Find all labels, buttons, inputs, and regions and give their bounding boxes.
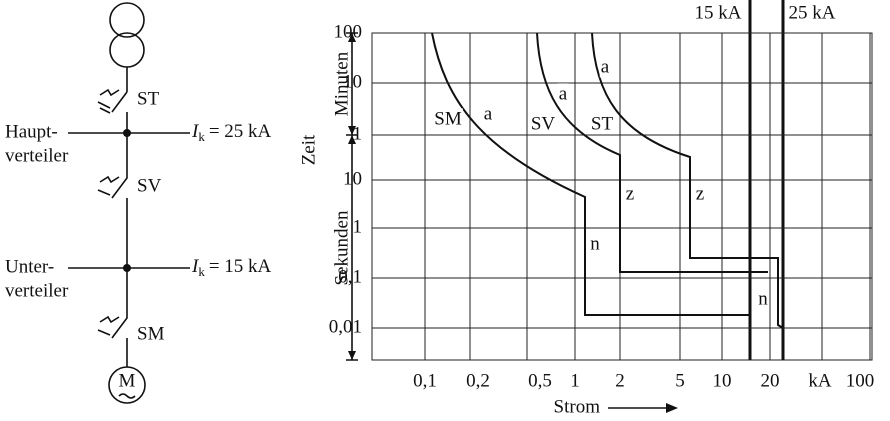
motor-label: M bbox=[119, 370, 136, 391]
y-tick-label: 0,1 bbox=[338, 266, 362, 287]
chart: Minuten Sekunden Zeit 15 kA 25 kA 100101… bbox=[298, 0, 874, 417]
x-title: Strom bbox=[554, 396, 601, 417]
label-background bbox=[482, 103, 494, 125]
x-tick-label: 0,2 bbox=[466, 370, 490, 391]
curve-sm bbox=[431, 32, 750, 316]
switch-label: SV bbox=[137, 175, 162, 196]
curve-label: n bbox=[590, 233, 600, 254]
y-tick-label: 10 bbox=[343, 168, 362, 189]
x-tick-label: 1 bbox=[570, 370, 580, 391]
limit-label: 25 kA bbox=[789, 2, 836, 23]
x-tick-label: 10 bbox=[713, 370, 732, 391]
x-tick-label: 0,1 bbox=[413, 370, 437, 391]
y-tick-label: 1 bbox=[353, 123, 363, 144]
busbar-name: Haupt- bbox=[5, 121, 58, 142]
label-background bbox=[599, 56, 611, 78]
x-tick-label: 0,5 bbox=[528, 370, 552, 391]
label-background bbox=[589, 113, 615, 135]
label-background bbox=[624, 183, 636, 205]
motor bbox=[108, 366, 146, 404]
trip-symbol bbox=[97, 88, 120, 114]
trip-symbol bbox=[97, 175, 120, 196]
curve-label: a bbox=[601, 56, 610, 77]
y-group: Minuten bbox=[331, 51, 352, 116]
busbar-name: verteiler bbox=[5, 280, 69, 301]
arrow-head bbox=[666, 403, 678, 413]
y-tick-label: 0,01 bbox=[329, 316, 362, 337]
switch-label: ST bbox=[137, 88, 160, 109]
busbar-name: Unter- bbox=[5, 256, 54, 277]
short-circuit-current: Ik = 25 kA bbox=[191, 121, 272, 144]
transformer bbox=[109, 32, 145, 68]
curve-label: z bbox=[696, 183, 704, 204]
y-tick-label: 10 bbox=[343, 71, 362, 92]
x-tick-label: 20 bbox=[761, 370, 780, 391]
label-background bbox=[589, 233, 602, 255]
curve-label: SV bbox=[531, 113, 556, 134]
circuit: M ST SV SM Haupt- verteiler Unter- verte… bbox=[5, 2, 272, 404]
label-background bbox=[557, 83, 569, 105]
x-tick-label: kA bbox=[808, 370, 832, 391]
curve-label: n bbox=[758, 288, 768, 309]
y-title: Zeit bbox=[298, 134, 319, 165]
x-tick-label: 2 bbox=[615, 370, 625, 391]
curve-label: a bbox=[559, 83, 568, 104]
node bbox=[123, 129, 131, 137]
label-background bbox=[757, 288, 770, 310]
curve-label: SM bbox=[434, 108, 462, 129]
node bbox=[123, 264, 131, 272]
trip-symbol bbox=[97, 315, 120, 336]
x-tick-label: 5 bbox=[675, 370, 685, 391]
switch bbox=[111, 167, 128, 305]
y-group: Sekunden bbox=[331, 210, 352, 285]
curve-st bbox=[591, 32, 784, 329]
curve-sv bbox=[536, 32, 768, 273]
x-tick-label: 100 bbox=[846, 370, 875, 391]
motor-tilde bbox=[118, 393, 136, 399]
y-tick-label: 1 bbox=[353, 216, 363, 237]
switch-label: SM bbox=[137, 323, 165, 344]
switch bbox=[111, 85, 128, 167]
curve-label: ST bbox=[591, 113, 614, 134]
curve-label: a bbox=[484, 103, 493, 124]
y-tick-label: 100 bbox=[334, 21, 363, 42]
curve-label: z bbox=[626, 183, 634, 204]
switch bbox=[111, 305, 128, 367]
label-background bbox=[694, 183, 706, 205]
busbar-name: verteiler bbox=[5, 145, 69, 166]
label-background bbox=[529, 113, 557, 135]
label-background bbox=[433, 108, 463, 130]
transformer bbox=[109, 2, 145, 38]
short-circuit-current: Ik = 15 kA bbox=[191, 256, 272, 279]
limit-label: 15 kA bbox=[695, 2, 742, 23]
